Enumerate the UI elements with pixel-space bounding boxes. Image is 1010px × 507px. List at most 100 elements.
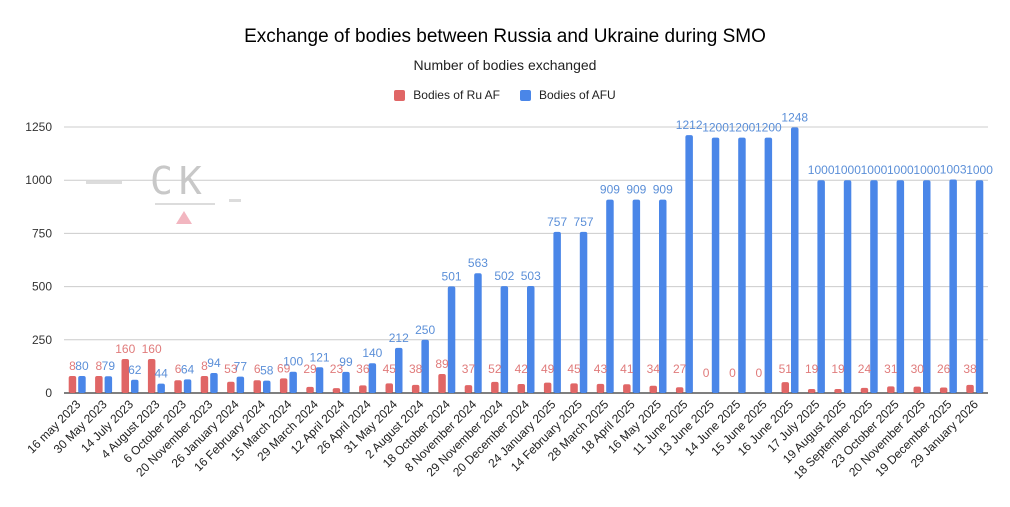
- bar-afu[interactable]: [553, 231, 561, 393]
- data-label-afu: 58: [260, 364, 274, 378]
- bar-ru-af[interactable]: [807, 388, 816, 393]
- bar-ru-af[interactable]: [834, 388, 842, 393]
- bar-afu[interactable]: [342, 371, 350, 393]
- bar-afu[interactable]: [923, 180, 931, 393]
- data-label-afu: 77: [234, 360, 248, 374]
- legend-item-ru-af[interactable]: Bodies of Ru AF: [394, 88, 500, 102]
- bar-ru-af[interactable]: [491, 381, 499, 393]
- bar-ru-af[interactable]: [781, 382, 790, 393]
- bar-ru-af[interactable]: [675, 387, 684, 393]
- watermark-dash-right: [229, 199, 241, 202]
- data-label-ru-af: 29: [303, 362, 317, 376]
- bar-afu[interactable]: [606, 199, 614, 393]
- bar-ru-af[interactable]: [596, 383, 605, 393]
- bar-afu[interactable]: [263, 380, 271, 393]
- bar-afu[interactable]: [949, 179, 957, 393]
- bar-afu[interactable]: [632, 199, 641, 393]
- bar-afu[interactable]: [870, 180, 878, 393]
- bar-afu[interactable]: [236, 376, 245, 393]
- data-label-afu: 1000: [913, 163, 940, 177]
- data-label-ru-af: 37: [462, 362, 476, 376]
- bar-afu[interactable]: [711, 137, 720, 393]
- bar-afu[interactable]: [843, 180, 852, 393]
- bar-afu[interactable]: [368, 363, 377, 393]
- bar-afu[interactable]: [527, 285, 535, 393]
- bar-afu[interactable]: [447, 286, 456, 393]
- data-label-afu: 250: [415, 323, 435, 337]
- data-label-ru-af: 8: [69, 359, 76, 373]
- bars: [68, 127, 984, 393]
- bar-afu[interactable]: [975, 180, 984, 393]
- bar-ru-af[interactable]: [570, 383, 578, 393]
- bar-ru-af[interactable]: [623, 384, 631, 393]
- bar-ru-af[interactable]: [543, 382, 552, 393]
- bar-ru-af[interactable]: [227, 381, 235, 393]
- data-label-ru-af: 19: [805, 362, 819, 376]
- bar-ru-af[interactable]: [279, 378, 288, 393]
- watermark-dash-left: [86, 181, 122, 184]
- watermark-triangle-icon: [176, 211, 192, 224]
- bar-afu[interactable]: [791, 127, 799, 393]
- bar-afu[interactable]: [131, 379, 139, 393]
- data-label-afu: 502: [494, 269, 514, 283]
- data-label-ru-af: 30: [911, 362, 925, 376]
- watermark-underline: [155, 203, 215, 205]
- bar-afu[interactable]: [474, 273, 482, 393]
- bar-afu[interactable]: [659, 199, 667, 393]
- bar-ru-af[interactable]: [649, 385, 658, 393]
- bar-afu[interactable]: [395, 347, 403, 393]
- data-label-afu: 909: [600, 183, 620, 197]
- bar-ru-af[interactable]: [860, 387, 869, 393]
- data-label-ru-af: 24: [858, 362, 872, 376]
- bar-ru-af[interactable]: [68, 375, 77, 393]
- bar-ru-af[interactable]: [147, 358, 156, 393]
- bar-ru-af[interactable]: [332, 388, 341, 393]
- bar-afu[interactable]: [289, 371, 297, 393]
- bar-ru-af[interactable]: [385, 383, 394, 393]
- bar-afu[interactable]: [579, 231, 588, 393]
- bar-ru-af[interactable]: [939, 387, 948, 393]
- bar-ru-af[interactable]: [913, 386, 922, 393]
- bar-ru-af[interactable]: [464, 385, 473, 393]
- bar-afu[interactable]: [104, 376, 113, 393]
- bar-afu[interactable]: [157, 383, 165, 393]
- gridlines: [64, 126, 988, 394]
- data-label-afu: 1000: [808, 163, 835, 177]
- bar-ru-af[interactable]: [887, 386, 895, 393]
- bar-afu[interactable]: [764, 137, 773, 393]
- bar-ru-af[interactable]: [121, 358, 130, 393]
- data-label-ru-af: 45: [383, 362, 397, 376]
- bar-ru-af[interactable]: [438, 374, 446, 393]
- data-label-afu: 212: [389, 331, 409, 345]
- bar-ru-af[interactable]: [411, 384, 420, 393]
- bar-ru-af[interactable]: [306, 386, 314, 393]
- data-label-ru-af: 19: [831, 362, 845, 376]
- bar-afu[interactable]: [315, 367, 324, 393]
- data-label-ru-af: 52: [488, 362, 502, 376]
- bar-ru-af[interactable]: [517, 384, 526, 393]
- legend-item-afu[interactable]: Bodies of AFU: [520, 88, 616, 102]
- bar-afu[interactable]: [210, 372, 218, 393]
- bar-ru-af[interactable]: [95, 375, 103, 393]
- bar-afu[interactable]: [183, 379, 192, 393]
- bar-afu[interactable]: [78, 375, 86, 393]
- bar-afu[interactable]: [896, 180, 905, 393]
- bar-ru-af[interactable]: [200, 375, 209, 393]
- bar-afu[interactable]: [500, 286, 509, 393]
- data-label-afu: 1212: [676, 118, 703, 132]
- bar-ru-af[interactable]: [253, 380, 262, 393]
- bar-afu[interactable]: [685, 135, 693, 393]
- data-label-ru-af: 38: [409, 362, 423, 376]
- data-label-afu: 62: [128, 363, 142, 377]
- data-label-ru-af: 34: [647, 362, 661, 376]
- data-label-afu: 501: [442, 269, 462, 283]
- bar-ru-af[interactable]: [359, 385, 367, 393]
- bar-afu[interactable]: [817, 180, 825, 393]
- data-label-ru-af: 45: [567, 362, 581, 376]
- data-label-afu: 94: [207, 356, 221, 370]
- bar-afu[interactable]: [738, 137, 746, 393]
- bar-afu[interactable]: [421, 339, 429, 393]
- bar-ru-af[interactable]: [174, 380, 182, 393]
- bar-ru-af[interactable]: [966, 384, 974, 393]
